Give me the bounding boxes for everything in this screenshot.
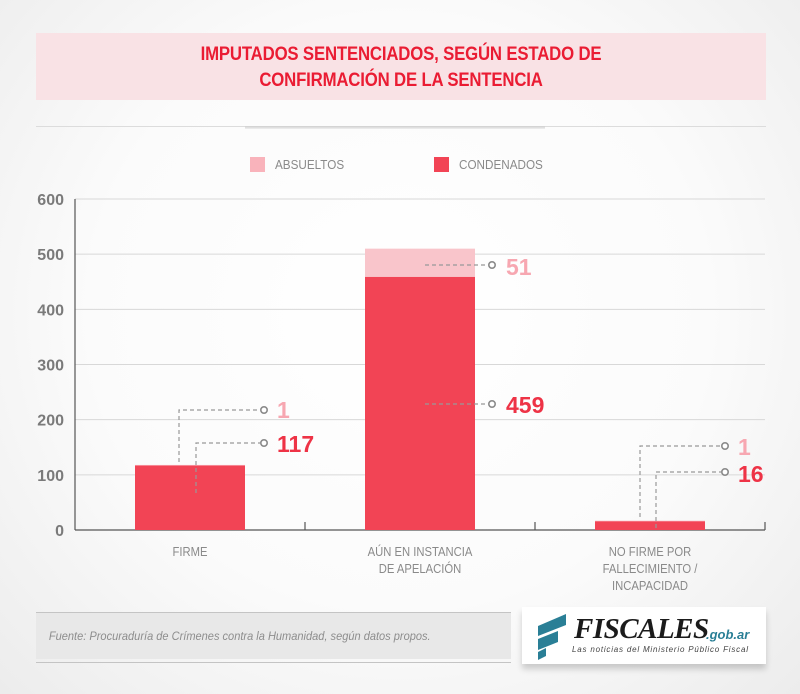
source-box: Fuente: Procuraduría de Crímenes contra … xyxy=(36,612,511,659)
divider-shadow xyxy=(245,126,545,129)
apelacion-condenados-marker xyxy=(487,400,496,409)
logo-mark-icon xyxy=(538,614,566,660)
y-tick-label: 100 xyxy=(37,468,64,485)
logo-tagline: Las noticias del Ministerio Público Fisc… xyxy=(572,645,749,654)
y-tick-label: 400 xyxy=(37,302,64,319)
category-label-no-firme: NO FIRME POR FALLECIMIENTO / INCAPACIDAD xyxy=(602,545,698,593)
bar-condenados xyxy=(365,276,475,530)
data-label-firme-condenados: 117 xyxy=(277,431,314,457)
legend-label-absueltos: ABSUELTOS xyxy=(275,156,345,172)
source-divider xyxy=(36,662,511,663)
apelacion-absueltos-marker xyxy=(487,261,496,270)
firme-absueltos-marker xyxy=(259,406,268,415)
data-label-nofirme-absueltos: 1 xyxy=(738,434,751,460)
data-label-nofirme-condenados: 16 xyxy=(738,461,764,487)
y-tick-label: 600 xyxy=(37,192,64,209)
y-tick-label: 200 xyxy=(37,413,64,430)
legend-item-condenados: CONDENADOS xyxy=(434,154,552,174)
legend-label-condenados: CONDENADOS xyxy=(459,156,543,172)
bar-absueltos xyxy=(595,520,705,522)
source-note: Fuente: Procuraduría de Crímenes contra … xyxy=(48,629,431,643)
legend-item-absueltos: ABSUELTOS xyxy=(250,154,352,174)
firme-condenados-marker xyxy=(259,439,268,448)
bar-absueltos xyxy=(365,248,475,277)
nofirme-absueltos-leader xyxy=(639,445,721,517)
nofirme-condenados-marker xyxy=(720,467,729,476)
fiscales-logo: FISCALES .gob.ar Las noticias del Minist… xyxy=(522,607,766,664)
category-label-firme: FIRME xyxy=(172,545,208,559)
nofirme-absueltos-marker xyxy=(720,442,729,451)
legend-swatch-condenados xyxy=(434,156,449,172)
data-label-apelacion-condenados: 459 xyxy=(506,392,544,418)
y-tick-label: 0 xyxy=(55,523,64,540)
legend-swatch-absueltos xyxy=(250,156,265,172)
chart-title: IMPUTADOS SENTENCIADOS, SEGÚN ESTADO DE … xyxy=(200,42,602,91)
bar-condenados xyxy=(135,465,245,530)
logo-domain: .gob.ar xyxy=(706,627,750,642)
bar-condenados xyxy=(595,521,705,530)
category-label-apelacion: AÚN EN INSTANCIA DE APELACIÓN xyxy=(367,545,473,576)
bar-absueltos xyxy=(135,464,245,466)
y-tick-label: 500 xyxy=(37,247,64,264)
title-banner: IMPUTADOS SENTENCIADOS, SEGÚN ESTADO DE … xyxy=(36,33,766,100)
logo-brand: FISCALES xyxy=(574,613,709,645)
data-label-firme-absueltos: 1 xyxy=(277,397,290,423)
firme-absueltos-leader xyxy=(178,409,260,462)
y-tick-label: 300 xyxy=(37,358,64,375)
data-label-apelacion-absueltos: 51 xyxy=(506,254,532,280)
nofirme-condenados-leader xyxy=(655,471,721,528)
firme-condenados-leader xyxy=(195,442,260,493)
